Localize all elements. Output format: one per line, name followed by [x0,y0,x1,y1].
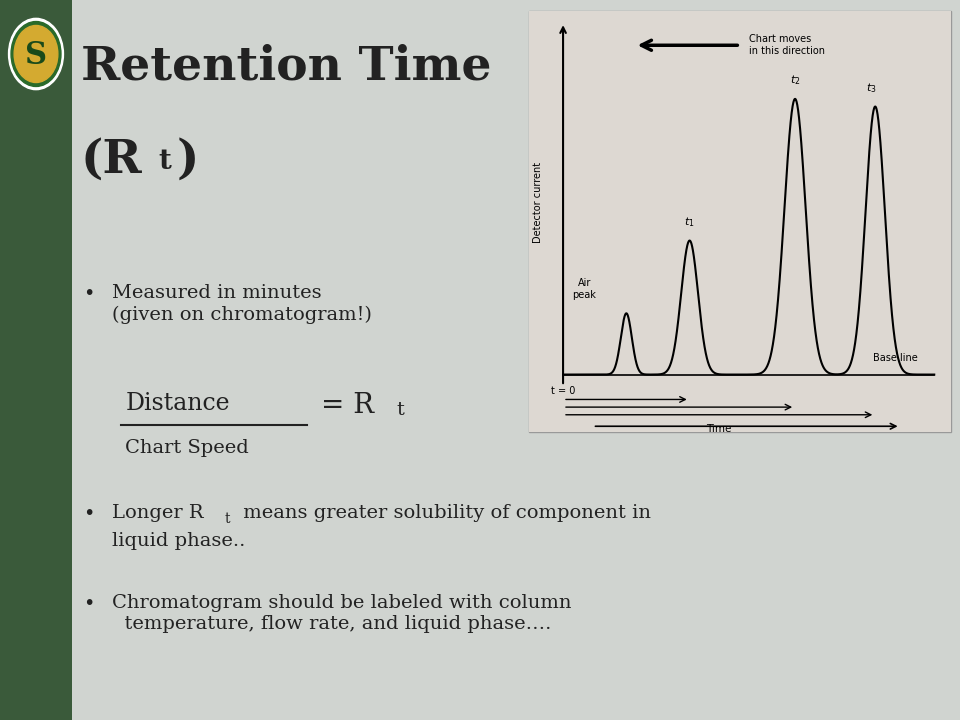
Text: Measured in minutes
(given on chromatogram!): Measured in minutes (given on chromatogr… [112,284,372,323]
Text: means greater solubility of component in: means greater solubility of component in [237,504,651,522]
Text: Chart moves
in this direction: Chart moves in this direction [749,35,825,56]
Text: (R: (R [81,137,142,183]
Text: Longer R: Longer R [112,504,204,522]
Ellipse shape [11,22,61,86]
Text: Detector current: Detector current [533,162,542,243]
Text: •: • [83,504,94,523]
Text: •: • [83,284,94,303]
Text: ): ) [177,137,199,183]
Text: t: t [396,401,404,419]
Ellipse shape [14,25,58,83]
Text: Base line: Base line [873,354,918,363]
FancyBboxPatch shape [529,11,951,432]
Text: $t_1$: $t_1$ [684,215,695,229]
Text: Chart Speed: Chart Speed [125,439,249,457]
Text: Time: Time [707,424,732,434]
Text: Retention Time: Retention Time [81,43,492,89]
Text: Air
peak: Air peak [572,279,596,300]
Ellipse shape [9,18,63,89]
Text: t: t [158,148,171,175]
Text: t: t [225,512,230,526]
Text: $t_2$: $t_2$ [790,73,801,87]
Text: Distance: Distance [125,392,229,415]
Text: Chromatogram should be labeled with column
  temperature, flow rate, and liquid : Chromatogram should be labeled with colu… [112,594,571,633]
Text: S: S [25,40,47,71]
Text: •: • [83,594,94,613]
Text: liquid phase..: liquid phase.. [112,532,246,550]
Text: = R: = R [321,392,373,419]
Text: $t_3$: $t_3$ [866,81,876,95]
Text: t = 0: t = 0 [551,386,575,396]
